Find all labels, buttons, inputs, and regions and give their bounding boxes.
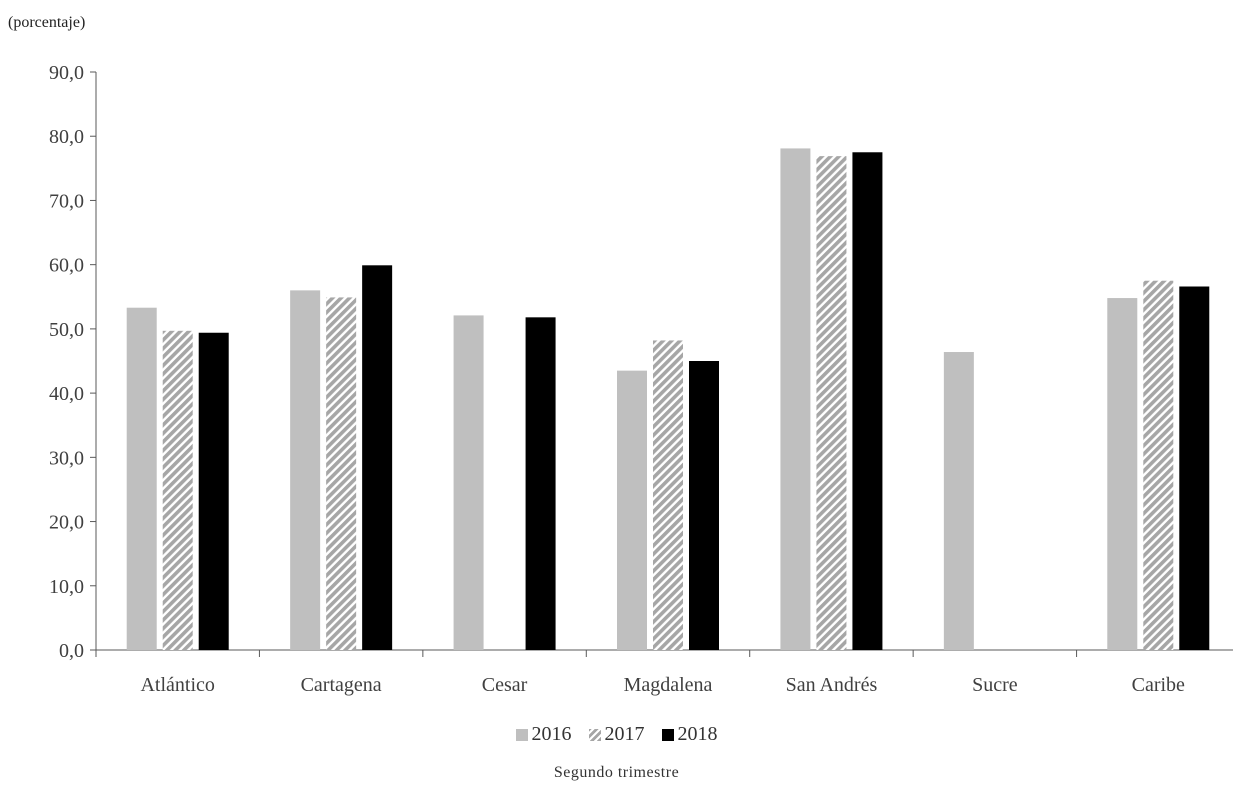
x-tick-label: Caribe (1132, 674, 1185, 696)
legend-swatch-2017 (588, 728, 601, 741)
bar-2017-san-andrés (816, 156, 847, 650)
bar-2016-caribe (1107, 298, 1138, 650)
bar-2018-magdalena (689, 361, 719, 650)
bar-2016-cartagena (290, 290, 321, 650)
x-tick-label: Cesar (482, 674, 528, 696)
bar-2017-cartagena (326, 297, 357, 650)
y-tick-label: 90,0 (49, 62, 84, 84)
y-axis: 0,0 10,0 20,0 30,0 40,0 50,0 60,0 70,0 80,0 90,0 (49, 62, 97, 662)
y-unit-label: (porcentaje) (8, 14, 86, 31)
bar-2018-atlántico (198, 332, 229, 650)
bar-2016-magdalena (617, 370, 647, 650)
x-tick-label: Magdalena (624, 674, 713, 696)
y-tick-label: 60,0 (49, 255, 84, 277)
x-tick-label: Atlántico (140, 674, 214, 696)
legend-swatch-2018 (661, 728, 674, 741)
y-tick-label: 50,0 (49, 319, 84, 341)
y-tick-label: 0,0 (59, 640, 84, 662)
y-tick-label: 40,0 (49, 383, 84, 405)
bar-2018-caribe (1179, 286, 1210, 650)
bar-2017-caribe (1143, 280, 1174, 650)
legend-item-2017: 2017 (588, 723, 645, 746)
bar-2016-atlántico (126, 307, 157, 650)
x-axis: Atlántico Cartagena Cesar Magdalena San Andr… (95, 649, 1233, 696)
y-tick-label: 20,0 (49, 512, 84, 534)
bar-2016-san-andrés (780, 148, 811, 650)
legend-label-2017: 2017 (604, 723, 645, 745)
bar-2016-cesar (453, 315, 484, 650)
legend-item-2018: 2018 (661, 723, 718, 746)
bar-2018-san-andrés (852, 152, 883, 650)
y-tick-label: 30,0 (49, 447, 84, 469)
bar-2017-atlántico (162, 330, 193, 650)
x-tick-label: Cartagena (301, 674, 382, 696)
legend-swatch-2016 (515, 728, 528, 741)
y-tick-label: 80,0 (49, 126, 84, 148)
bar-2018-cesar (525, 317, 556, 650)
legend-item-2016: 2016 (515, 723, 572, 746)
y-tick-label: 10,0 (49, 576, 84, 598)
legend-label-2018: 2018 (677, 723, 718, 745)
legend: 2016 2017 2018 (0, 723, 1233, 747)
bar-2017-magdalena (653, 340, 683, 650)
legend-label-2016: 2016 (531, 723, 572, 745)
bar-2018-cartagena (362, 265, 393, 650)
x-tick-label: Sucre (972, 674, 1018, 696)
x-axis-title: Segundo trimestre (553, 764, 680, 781)
bar-2016-sucre (943, 352, 974, 650)
y-tick-label: 70,0 (49, 190, 84, 212)
bars (126, 148, 1210, 650)
x-tick-label: San Andrés (786, 674, 878, 696)
